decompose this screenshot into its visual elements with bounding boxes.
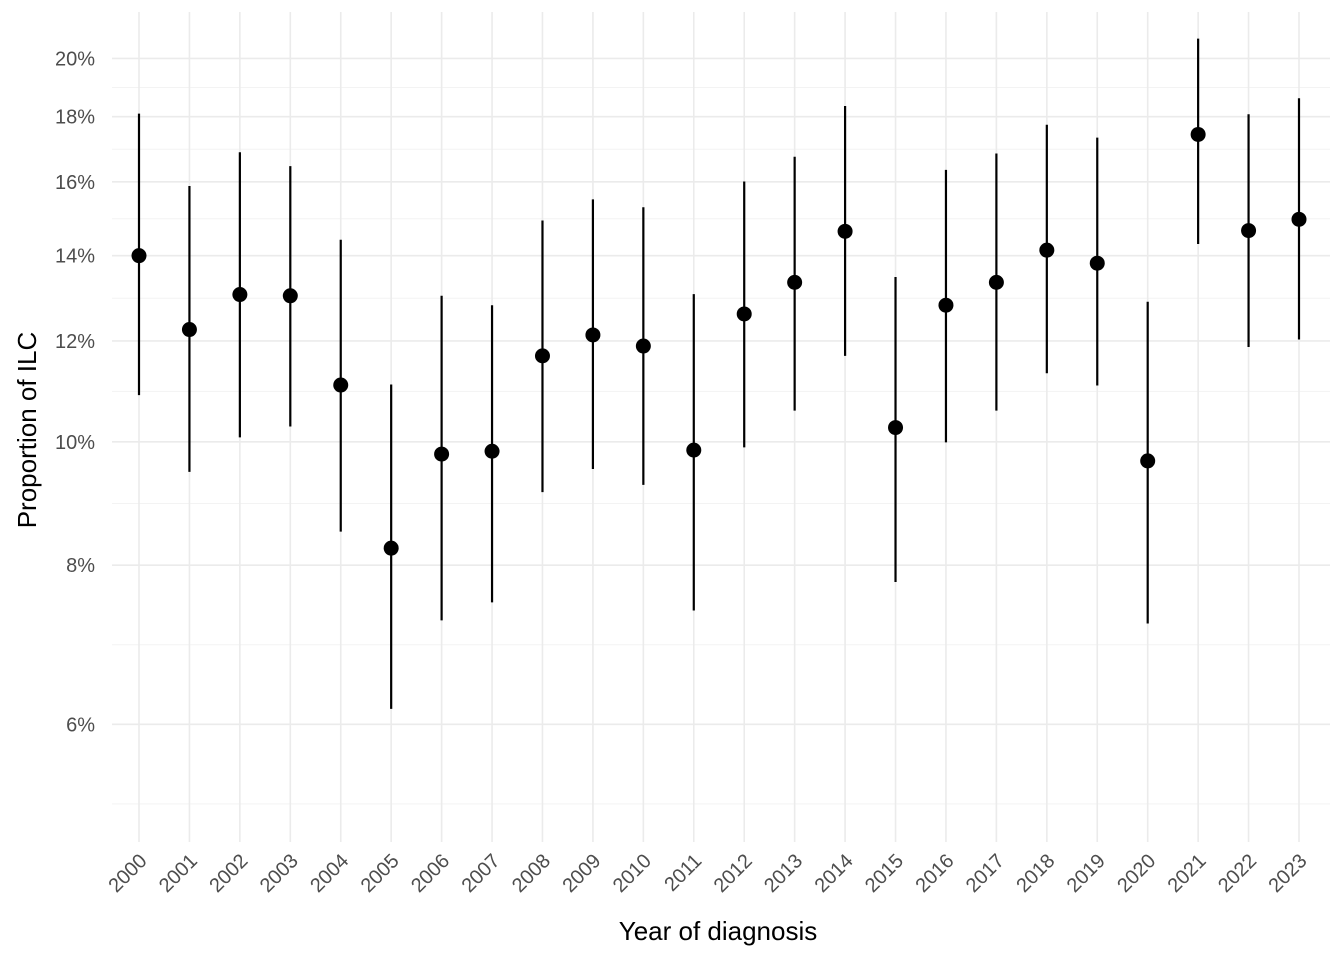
x-tick-label: 2014 bbox=[811, 850, 858, 897]
y-tick-label: 20% bbox=[55, 48, 95, 70]
y-tick-label: 10% bbox=[55, 432, 95, 454]
y-tick-label: 16% bbox=[55, 172, 95, 194]
data-point-2006 bbox=[434, 446, 450, 462]
data-point-2012 bbox=[736, 306, 752, 322]
x-tick-label: 2020 bbox=[1113, 850, 1160, 897]
x-tick-label: 2009 bbox=[558, 850, 605, 897]
data-point-2010 bbox=[635, 338, 651, 354]
data-point-2008 bbox=[534, 348, 550, 364]
data-marks bbox=[131, 38, 1307, 709]
x-tick-label: 2017 bbox=[962, 850, 1009, 897]
data-point-2020 bbox=[1140, 453, 1156, 469]
y-tick-label: 6% bbox=[66, 714, 95, 736]
y-axis-ticks: 6% 8% 10% 12% 14% 16% 18% 20% bbox=[55, 48, 95, 736]
x-tick-label: 2005 bbox=[357, 850, 404, 897]
x-tick-label: 2015 bbox=[861, 850, 908, 897]
x-tick-label: 2023 bbox=[1265, 850, 1312, 897]
data-point-2015 bbox=[888, 420, 904, 436]
data-point-2011 bbox=[686, 442, 702, 458]
data-point-2000 bbox=[131, 248, 147, 264]
data-point-2013 bbox=[787, 274, 803, 290]
x-axis-ticks: 2000 2001 2002 2003 2004 2005 2006 2007 2008 2009… bbox=[105, 850, 1312, 897]
x-tick-label: 2011 bbox=[660, 850, 706, 896]
data-point-2014 bbox=[837, 223, 853, 239]
y-tick-label: 14% bbox=[55, 246, 95, 268]
data-point-2001 bbox=[181, 322, 197, 338]
data-point-2021 bbox=[1190, 126, 1206, 142]
x-tick-label: 2016 bbox=[911, 850, 958, 897]
x-tick-label: 2022 bbox=[1214, 850, 1261, 897]
data-point-2022 bbox=[1241, 223, 1257, 239]
x-tick-label: 2012 bbox=[710, 850, 757, 897]
x-tick-label: 2007 bbox=[458, 850, 505, 897]
x-tick-label: 2001 bbox=[155, 850, 202, 897]
x-tick-label: 2000 bbox=[105, 850, 152, 897]
y-tick-label: 8% bbox=[66, 555, 95, 577]
x-tick-label: 2018 bbox=[1012, 850, 1059, 897]
y-axis-title: Proportion of ILC bbox=[12, 332, 42, 529]
x-tick-label: 2008 bbox=[508, 850, 555, 897]
x-tick-label: 2010 bbox=[609, 850, 656, 897]
y-tick-label: 18% bbox=[55, 107, 95, 129]
x-axis-title: Year of diagnosis bbox=[619, 916, 818, 946]
data-point-2019 bbox=[1089, 255, 1105, 271]
y-tick-label: 12% bbox=[55, 331, 95, 353]
data-point-2009 bbox=[585, 327, 601, 343]
x-tick-label: 2021 bbox=[1164, 850, 1211, 897]
data-point-2023 bbox=[1291, 211, 1307, 227]
x-tick-label: 2003 bbox=[256, 850, 303, 897]
data-point-2002 bbox=[232, 287, 248, 303]
data-point-2018 bbox=[1039, 242, 1055, 258]
data-point-2016 bbox=[938, 297, 954, 313]
x-tick-label: 2006 bbox=[407, 850, 454, 897]
x-tick-label: 2004 bbox=[306, 850, 353, 897]
data-point-2004 bbox=[333, 377, 349, 393]
x-tick-label: 2013 bbox=[760, 850, 807, 897]
data-point-2007 bbox=[484, 443, 500, 459]
data-point-2003 bbox=[282, 288, 298, 304]
x-tick-label: 2019 bbox=[1063, 850, 1110, 897]
data-point-2017 bbox=[988, 274, 1004, 290]
data-point-2005 bbox=[383, 540, 399, 556]
x-tick-label: 2002 bbox=[205, 850, 252, 897]
